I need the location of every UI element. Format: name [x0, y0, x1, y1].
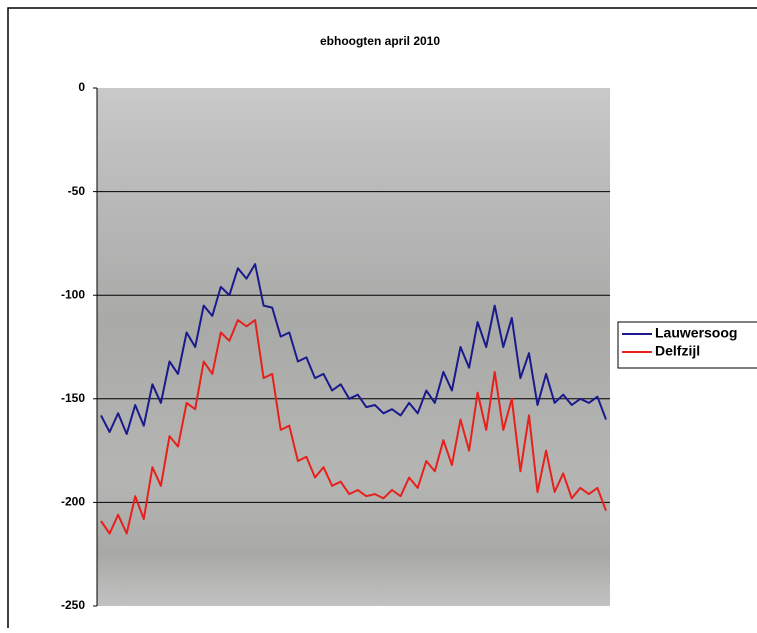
y-tick-label: -250: [61, 598, 85, 612]
series-line: [100, 319, 607, 535]
legend-box: [617, 321, 757, 369]
y-tick-label: -100: [61, 287, 85, 301]
y-tick-label: -150: [61, 391, 85, 405]
y-tick-label: -50: [68, 184, 86, 198]
y-tick-label: 0: [78, 80, 85, 94]
chart-title: ebhoogten april 2010: [320, 34, 440, 48]
y-tick-label: -200: [61, 495, 85, 509]
series-line: [100, 263, 607, 435]
legend-label: Delfzijl: [655, 343, 700, 359]
plot-area: [97, 88, 610, 606]
legend-label: Lauwersoog: [655, 325, 737, 341]
legend: [617, 321, 757, 369]
